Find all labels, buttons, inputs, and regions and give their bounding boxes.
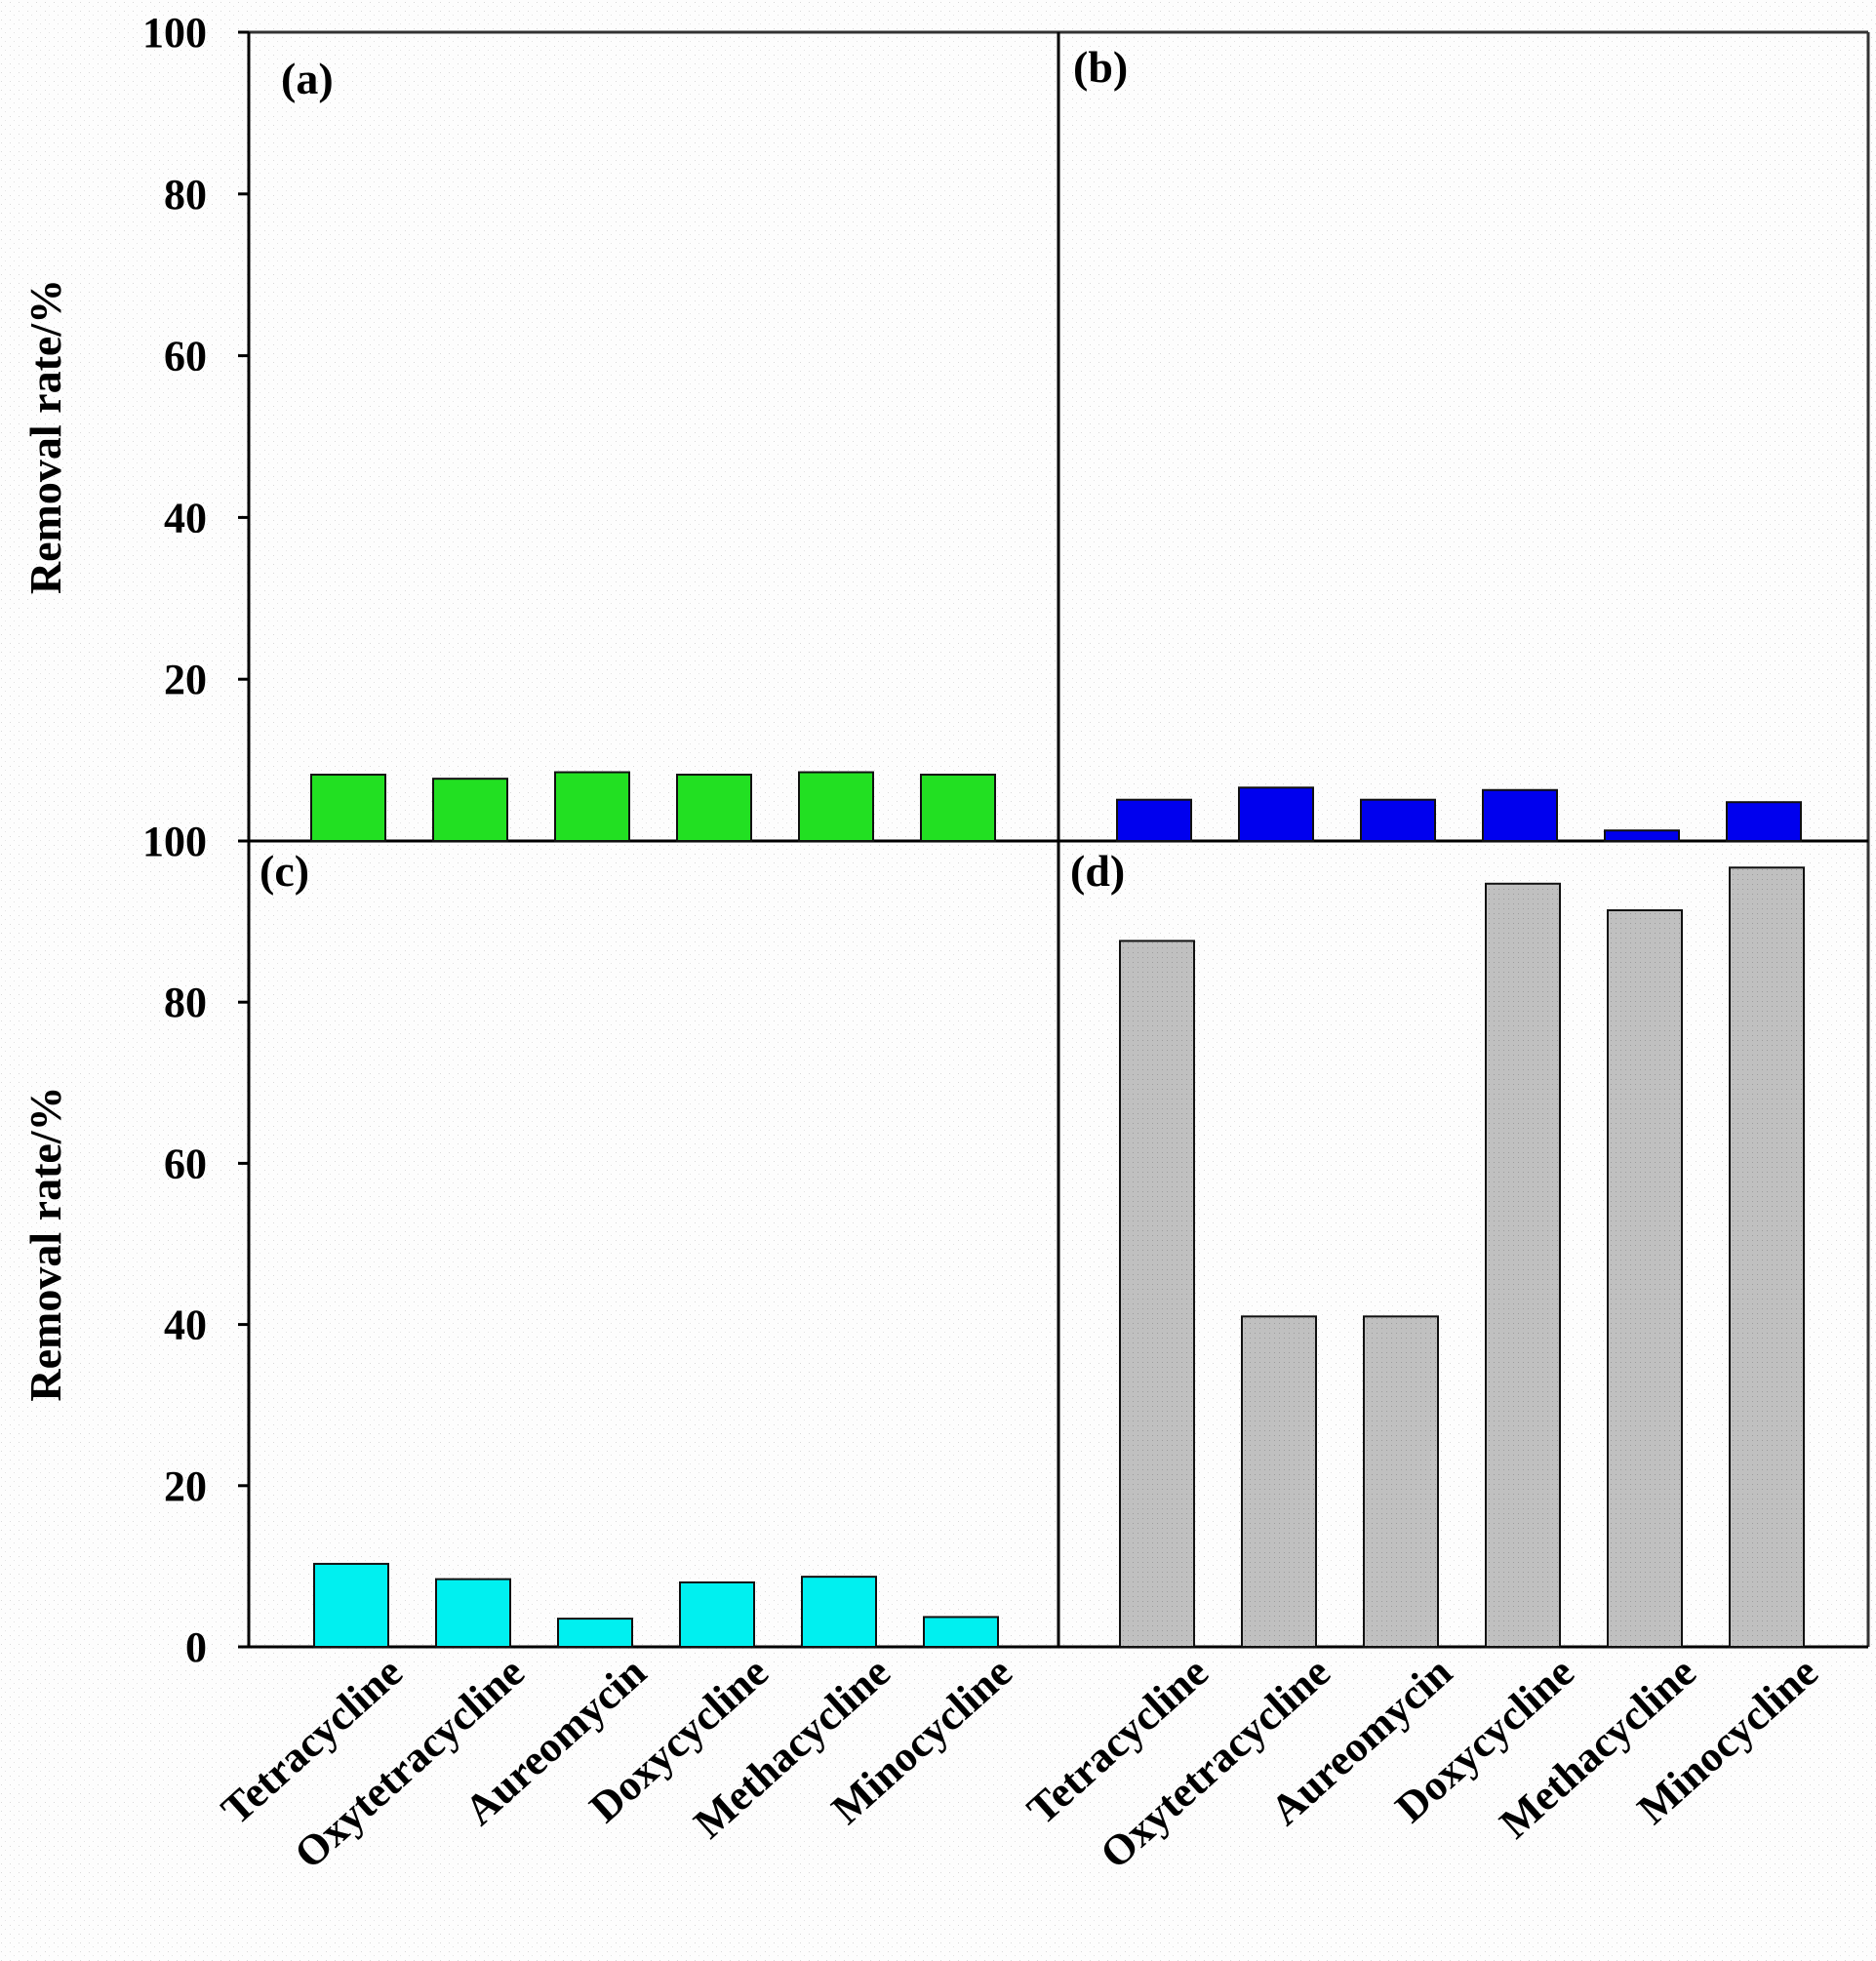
bar-aureomycin (557, 1618, 633, 1648)
bar-doxycycline (676, 774, 752, 842)
y-tick-label: 100 (142, 818, 207, 865)
bar-minocycline (1726, 801, 1802, 843)
chart-panel-b: (b) (1073, 42, 1802, 843)
bar-aureomycin (554, 771, 630, 842)
bar-methacycline (798, 771, 874, 842)
y-tick-label: 40 (164, 494, 207, 541)
bar-minocycline (923, 1616, 999, 1648)
y-tick-label: 80 (164, 171, 207, 219)
bar-tetracycline (1116, 798, 1192, 843)
bar-texture-methacycline (1608, 910, 1682, 1647)
y-tick-label: 20 (164, 656, 207, 703)
bar-tetracycline (310, 774, 386, 842)
y-tick-label: 80 (164, 979, 207, 1026)
bar-aureomycin (1360, 798, 1436, 843)
bar-tetracycline (313, 1562, 389, 1648)
y-tick-label: 20 (164, 1462, 207, 1510)
panel-label: (a) (281, 54, 334, 103)
bar-texture-oxytetracycline (1242, 1316, 1316, 1647)
panel-label: (b) (1073, 42, 1128, 92)
y-tick-label: 60 (164, 1140, 207, 1187)
y-tick-label: 60 (164, 333, 207, 380)
y-axis-title: Removal rate/% (20, 279, 70, 594)
panel-label: (d) (1070, 846, 1125, 896)
bar-oxytetracycline (435, 1578, 511, 1648)
y-axis-title: Removal rate/% (20, 1086, 70, 1401)
bar-oxytetracycline (1238, 786, 1314, 843)
chart-panel-a: (a) 100 80 60 40 20 Removal rate/% (20, 9, 996, 842)
bar-texture-tetracycline (1120, 940, 1194, 1647)
bar-doxycycline (1482, 788, 1558, 843)
bar-methacycline (1604, 829, 1680, 843)
bar-oxytetracycline (432, 778, 508, 842)
bar-methacycline (801, 1576, 877, 1648)
y-tick-label: 100 (142, 9, 207, 57)
panel-label: (c) (259, 846, 309, 896)
bar-doxycycline (679, 1581, 755, 1649)
bar-texture-minocycline (1730, 867, 1804, 1647)
bar-texture-doxycycline (1486, 883, 1560, 1647)
bar-texture-aureomycin (1364, 1316, 1438, 1647)
bar-minocycline (920, 774, 996, 842)
y-tick-label: 0 (185, 1623, 207, 1671)
y-tick-label: 40 (164, 1301, 207, 1349)
